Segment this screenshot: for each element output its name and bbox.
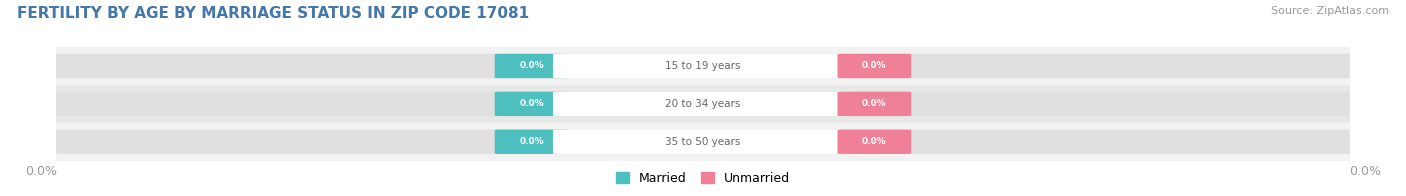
Text: 0.0%: 0.0% bbox=[25, 165, 58, 178]
Text: FERTILITY BY AGE BY MARRIAGE STATUS IN ZIP CODE 17081: FERTILITY BY AGE BY MARRIAGE STATUS IN Z… bbox=[17, 6, 529, 21]
FancyBboxPatch shape bbox=[495, 54, 568, 78]
Bar bbox=[56, 123, 1350, 161]
Text: Source: ZipAtlas.com: Source: ZipAtlas.com bbox=[1271, 6, 1389, 16]
Text: 0.0%: 0.0% bbox=[862, 62, 887, 71]
Bar bbox=[56, 47, 1350, 85]
FancyBboxPatch shape bbox=[553, 54, 853, 78]
FancyBboxPatch shape bbox=[838, 130, 911, 154]
FancyBboxPatch shape bbox=[838, 92, 911, 116]
Text: 35 to 50 years: 35 to 50 years bbox=[665, 137, 741, 147]
Text: 0.0%: 0.0% bbox=[1348, 165, 1381, 178]
FancyBboxPatch shape bbox=[53, 92, 1353, 116]
Text: 15 to 19 years: 15 to 19 years bbox=[665, 61, 741, 71]
FancyBboxPatch shape bbox=[53, 54, 1353, 78]
Text: 0.0%: 0.0% bbox=[519, 99, 544, 108]
Text: 20 to 34 years: 20 to 34 years bbox=[665, 99, 741, 109]
FancyBboxPatch shape bbox=[838, 54, 911, 78]
Text: 0.0%: 0.0% bbox=[519, 137, 544, 146]
Text: 0.0%: 0.0% bbox=[862, 99, 887, 108]
Text: 0.0%: 0.0% bbox=[519, 62, 544, 71]
FancyBboxPatch shape bbox=[553, 130, 853, 154]
FancyBboxPatch shape bbox=[53, 130, 1353, 154]
Text: 0.0%: 0.0% bbox=[862, 137, 887, 146]
Bar bbox=[56, 85, 1350, 123]
FancyBboxPatch shape bbox=[495, 92, 568, 116]
FancyBboxPatch shape bbox=[495, 130, 568, 154]
FancyBboxPatch shape bbox=[553, 92, 853, 116]
Legend: Married, Unmarried: Married, Unmarried bbox=[612, 167, 794, 190]
